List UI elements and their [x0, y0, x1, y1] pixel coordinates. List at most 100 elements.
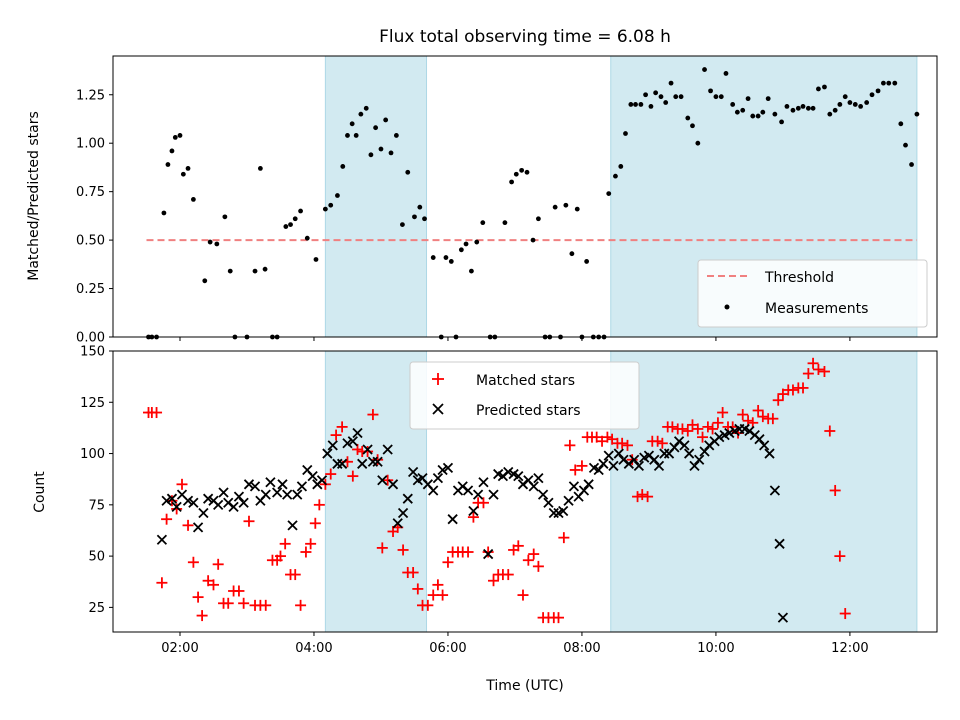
- measurement-point-67: [535, 216, 541, 222]
- predicted-star-point-3: [171, 501, 182, 513]
- predicted-star-point-64: [483, 548, 494, 560]
- measurement-point-136: [909, 162, 914, 167]
- bottom-ytick-label-3: 100: [80, 447, 105, 462]
- measurement-point-101: [718, 94, 724, 100]
- matched-star-point-33: [309, 517, 321, 529]
- predicted-star-point-89: [608, 460, 619, 471]
- measurement-point-13: [214, 241, 220, 247]
- predicted-star-point-54: [432, 473, 444, 484]
- measurement-point-104: [734, 109, 740, 115]
- measurement-point-120: [822, 84, 827, 90]
- measurement-point-106: [745, 96, 751, 102]
- matched-star-point-113: [717, 407, 729, 419]
- predicted-star-point-81: [568, 481, 580, 492]
- measurement-point-115: [795, 105, 801, 111]
- measurement-point-107: [750, 113, 756, 119]
- measurement-point-54: [458, 247, 464, 253]
- matched-star-point-134: [824, 425, 836, 437]
- predicted-star-point-60: [462, 485, 474, 496]
- matched-star-point-131: [807, 357, 819, 369]
- predicted-star-point-119: [759, 440, 770, 451]
- predicted-star-point-121: [769, 485, 781, 496]
- measurement-point-112: [779, 119, 784, 125]
- predicted-star-point-104: [683, 448, 695, 459]
- matched-star-point-120: [752, 404, 764, 416]
- predicted-star-point-37: [347, 436, 358, 447]
- matched-star-point-36: [325, 468, 337, 480]
- measurement-point-20: [262, 266, 268, 272]
- bottom-xtick-label-2: 06:00: [429, 641, 466, 656]
- top-ytick-label-0: 0.00: [76, 331, 105, 346]
- predicted-star-point-97: [649, 454, 660, 465]
- measurement-point-123: [837, 102, 843, 107]
- predicted-star-point-74: [533, 473, 544, 484]
- top-y-axis-label: Matched/Predicted stars: [26, 111, 42, 281]
- measurement-point-14: [222, 214, 228, 220]
- predicted-star-point-45: [387, 479, 399, 490]
- matched-star-point-10: [192, 591, 204, 603]
- measurement-point-10: [190, 197, 196, 202]
- matched-star-point-20: [243, 515, 255, 527]
- measurement-point-95: [685, 115, 691, 121]
- measurement-point-64: [519, 167, 525, 173]
- predicted-star-point-22: [271, 487, 283, 498]
- measurement-point-74: [574, 206, 580, 212]
- top-ytick-label-5: 1.25: [76, 88, 105, 103]
- matched-star-point-66: [477, 497, 489, 509]
- measurement-point-118: [810, 105, 816, 111]
- predicted-star-point-112: [724, 427, 735, 439]
- predicted-star-point-87: [598, 458, 609, 469]
- predicted-star-point-101: [669, 442, 680, 453]
- predicted-star-point-75: [537, 489, 549, 500]
- matched-star-point-4: [161, 513, 173, 525]
- predicted-star-point-20: [260, 489, 271, 500]
- measurement-point-134: [898, 121, 904, 127]
- measurement-point-131: [881, 80, 886, 86]
- matched-star-point-82: [558, 532, 570, 544]
- measurement-point-15: [227, 268, 233, 274]
- matched-star-point-53: [412, 583, 424, 595]
- predicted-star-point-25: [287, 520, 298, 531]
- matched-star-point-64: [467, 511, 479, 523]
- predicted-star-point-46: [392, 518, 403, 529]
- matched-star-point-9: [187, 556, 199, 568]
- predicted-star-point-18: [249, 481, 261, 492]
- measurement-point-102: [723, 71, 729, 76]
- predicted-star-point-56: [442, 462, 454, 474]
- measurement-point-52: [448, 259, 454, 264]
- top-legend-box: [697, 259, 928, 328]
- measurement-point-126: [852, 102, 858, 107]
- top-ytick-label-1: 0.25: [76, 282, 105, 297]
- measurement-point-55: [463, 241, 469, 247]
- matched-star-point-132: [812, 363, 824, 375]
- matched-star-point-68: [488, 575, 500, 587]
- predicted-star-point-15: [233, 491, 245, 502]
- predicted-star-point-36: [342, 438, 353, 449]
- predicted-star-point-90: [613, 448, 624, 459]
- matched-star-point-11: [196, 610, 208, 622]
- matched-star-point-19: [238, 597, 250, 609]
- predicted-star-point-21: [265, 477, 276, 488]
- measurement-point-105: [740, 107, 746, 113]
- measurement-point-93: [673, 94, 679, 100]
- measurement-point-57: [474, 239, 480, 245]
- matched-star-point-77: [532, 560, 544, 572]
- matched-star-point-129: [797, 382, 809, 394]
- predicted-star-point-55: [437, 464, 448, 476]
- measurement-point-82: [618, 164, 624, 169]
- bottom-shaded-intervals: [324, 350, 918, 633]
- matched-star-point-67: [482, 546, 494, 558]
- measurement-point-96: [690, 123, 695, 129]
- matched-star-point-63: [462, 546, 474, 558]
- predicted-star-point-23: [277, 479, 288, 490]
- measurement-point-56: [469, 268, 474, 274]
- predicted-star-point-5: [182, 495, 194, 506]
- predicted-star-point-70: [513, 470, 524, 482]
- measurement-point-61: [502, 220, 508, 226]
- bottom-y-ticks: 25 50 75 100 125 150: [80, 345, 113, 616]
- measurement-point-125: [847, 100, 853, 105]
- matched-star-point-110: [702, 421, 714, 433]
- matched-star-point-123: [767, 413, 779, 425]
- measurement-point-65: [524, 169, 530, 175]
